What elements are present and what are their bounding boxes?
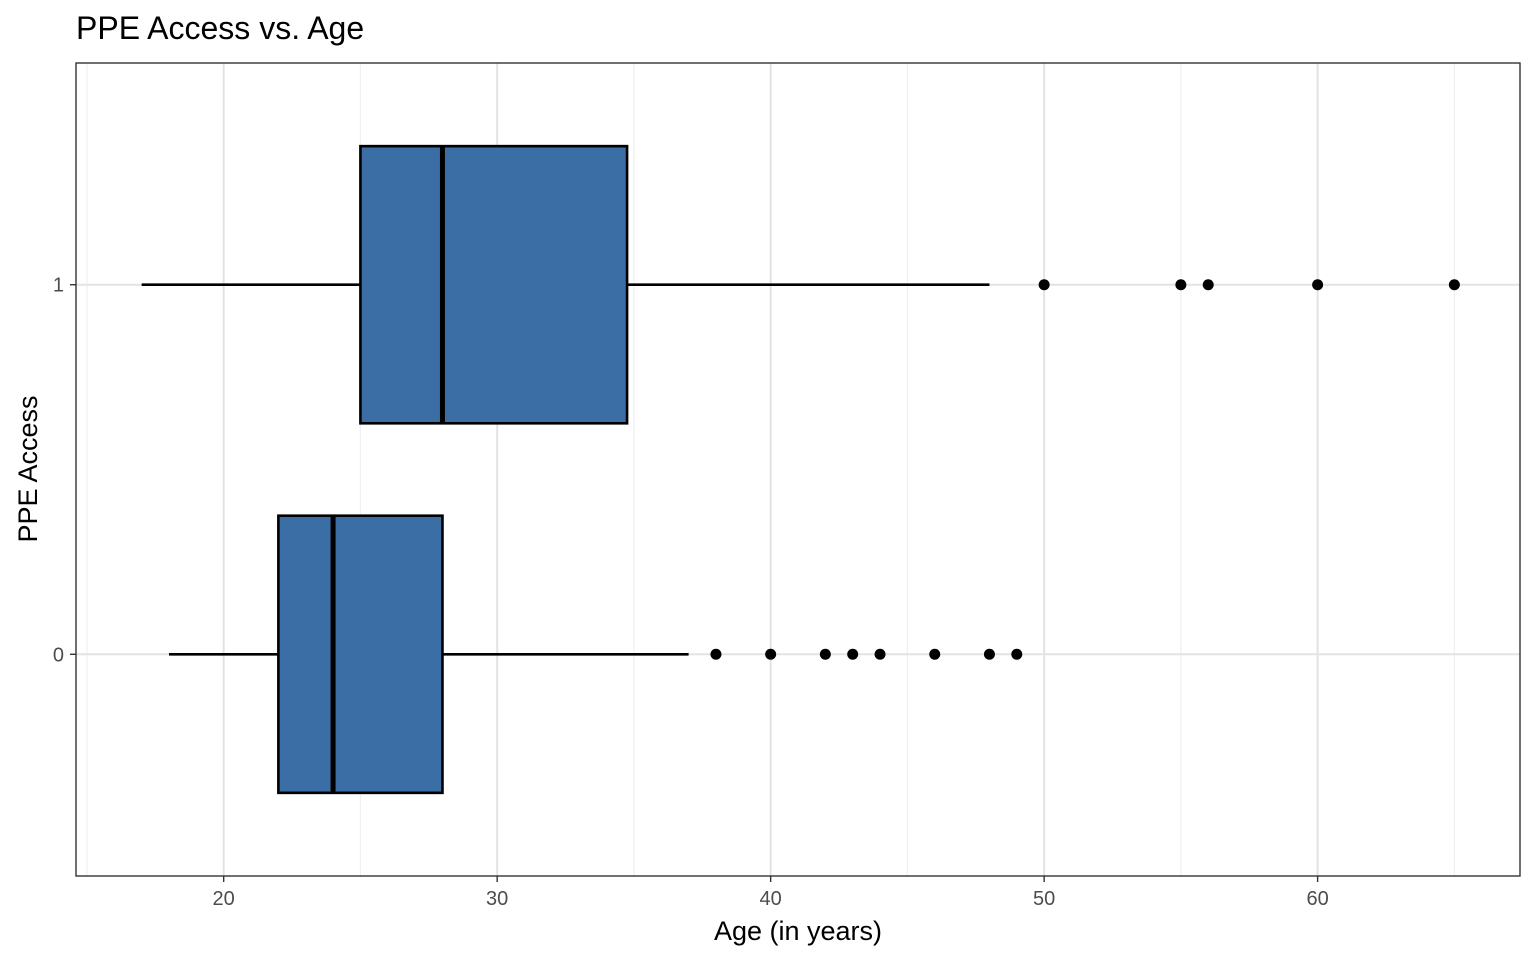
y-tick-label: 1 bbox=[53, 275, 64, 297]
box-0 bbox=[168, 514, 1023, 795]
x-axis: 20 30 40 50 60 bbox=[213, 876, 1329, 910]
box-1 bbox=[141, 144, 1460, 425]
x-tick-label: 60 bbox=[1306, 888, 1328, 910]
outlier-point bbox=[1202, 279, 1214, 291]
outlier-point bbox=[847, 648, 859, 660]
x-axis-title: Age (in years) bbox=[714, 916, 882, 946]
y-axis: 01 bbox=[53, 275, 76, 666]
iqr-box bbox=[359, 144, 629, 425]
outlier-point bbox=[765, 648, 777, 660]
x-tick-label: 40 bbox=[760, 888, 782, 910]
x-tick-label: 30 bbox=[486, 888, 508, 910]
plot-panel bbox=[75, 62, 1521, 877]
outlier-point bbox=[710, 648, 722, 660]
outlier-point bbox=[819, 648, 831, 660]
panel-border bbox=[75, 62, 1521, 877]
outlier-point bbox=[1175, 279, 1187, 291]
y-tick-label: 0 bbox=[53, 644, 64, 666]
y-axis-title: PPE Access bbox=[13, 395, 43, 542]
box-series bbox=[141, 144, 1460, 795]
x-tick-label: 20 bbox=[213, 888, 235, 910]
chart-title: PPE Access vs. Age bbox=[76, 10, 364, 46]
outlier-point bbox=[1038, 279, 1050, 291]
iqr-box bbox=[277, 514, 444, 795]
x-tick-label: 50 bbox=[1033, 888, 1055, 910]
outlier-point bbox=[929, 648, 941, 660]
outlier-point bbox=[1312, 279, 1324, 291]
outlier-point bbox=[874, 648, 886, 660]
outlier-point bbox=[983, 648, 995, 660]
outlier-point bbox=[1448, 279, 1460, 291]
outlier-point bbox=[1011, 648, 1023, 660]
